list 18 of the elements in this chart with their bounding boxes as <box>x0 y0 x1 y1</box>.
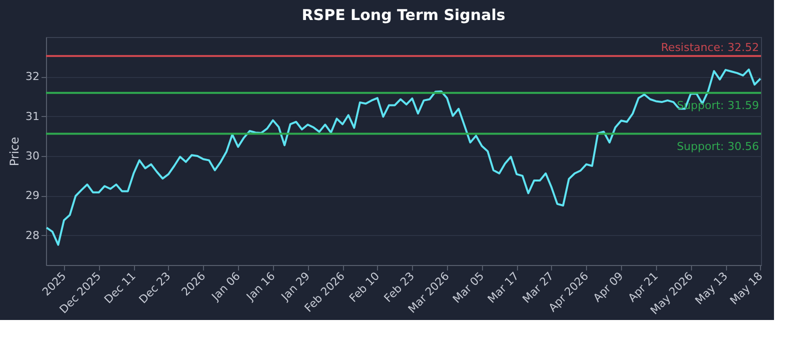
line-series <box>46 68 762 246</box>
x-tick-label: Jan 16 <box>243 270 278 304</box>
x-tick-label: Jan 06 <box>208 270 243 304</box>
y-tick-label: 31 <box>26 110 40 123</box>
y-tick-label: 32 <box>26 70 40 84</box>
x-tick-label: Mar 05 <box>450 270 487 306</box>
y-axis-title: Price <box>8 136 22 166</box>
y-tick-label: 29 <box>26 189 40 202</box>
y-tick-label: 28 <box>26 228 40 242</box>
x-tick-label: Dec 11 <box>102 270 138 306</box>
ref-line-label: Support: 30.56 <box>676 140 759 153</box>
x-tick-label: Feb 10 <box>346 270 382 305</box>
chart-title: RSPE Long Term Signals <box>302 6 506 24</box>
y-tick-label: 30 <box>26 149 40 162</box>
x-tick-label: Mar 17 <box>485 270 522 306</box>
x-tick-label: Dec 23 <box>136 270 174 306</box>
ref-line-label: Resistance: 32.52 <box>661 41 759 54</box>
x-tick-label: Apr 09 <box>590 270 626 305</box>
